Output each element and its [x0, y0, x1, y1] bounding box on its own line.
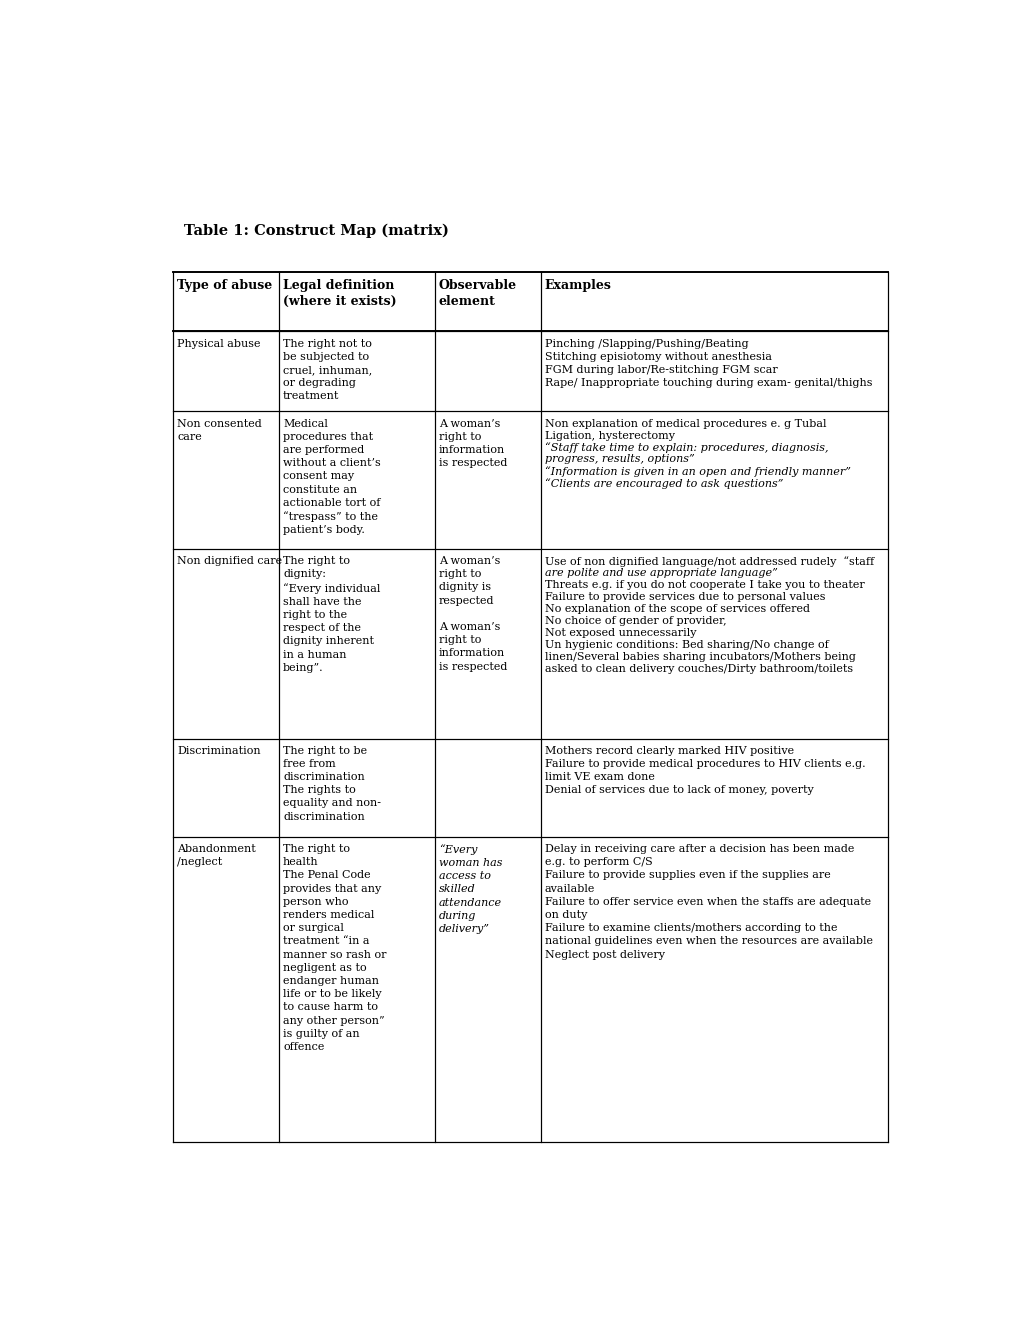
Text: Use of non dignified language/not addressed rudely  “staff: Use of non dignified language/not addres… [544, 556, 873, 566]
Text: Un hygienic conditions: Bed sharing/No change of: Un hygienic conditions: Bed sharing/No c… [544, 640, 827, 649]
Text: Non consented
care: Non consented care [177, 418, 262, 442]
Text: Pinching /Slapping/Pushing/Beating
Stitching episiotomy without anesthesia
FGM d: Pinching /Slapping/Pushing/Beating Stitc… [544, 338, 871, 388]
Text: Legal definition
(where it exists): Legal definition (where it exists) [283, 280, 396, 309]
Text: Threats e.g. if you do not cooperate I take you to theater: Threats e.g. if you do not cooperate I t… [544, 579, 863, 590]
Text: Use of non dignified language/not addressed rudely  “staff: Use of non dignified language/not addres… [544, 556, 873, 566]
Text: “Staff take time to explain: procedures, diagnosis,: “Staff take time to explain: procedures,… [544, 442, 827, 453]
Text: Mothers record clearly marked HIV positive
Failure to provide medical procedures: Mothers record clearly marked HIV positi… [544, 746, 864, 795]
Bar [541, 550, 887, 738]
Text: The right to
dignity:
“Every individual
shall have the
right to the
respect of t: The right to dignity: “Every individual … [283, 556, 380, 673]
Text: linen/Several babies sharing incubators/Mothers being: linen/Several babies sharing incubators/… [544, 652, 855, 661]
Text: Un hygienic conditions: Bed sharing/No change of: Un hygienic conditions: Bed sharing/No c… [544, 640, 827, 649]
Text: No explanation of the scope of services offered: No explanation of the scope of services … [544, 605, 809, 614]
Text: Delay in receiving care after a decision has been made
e.g. to perform C/S
Failu: Delay in receiving care after a decision… [544, 843, 872, 960]
Text: are polite and use appropriate language”: are polite and use appropriate language” [544, 568, 776, 578]
Text: Failure to provide services due to personal values: Failure to provide services due to perso… [544, 591, 824, 602]
Text: Abandonment
/neglect: Abandonment /neglect [177, 843, 256, 867]
Text: The right not to
be subjected to
cruel, inhuman,
or degrading
treatment: The right not to be subjected to cruel, … [283, 338, 372, 401]
Text: “Information is given in an open and friendly manner”: “Information is given in an open and fri… [544, 466, 850, 478]
Text: Threats e.g. if you do not cooperate I take you to theater: Threats e.g. if you do not cooperate I t… [544, 579, 863, 590]
Text: A woman’s
right to
information
is respected: A woman’s right to information is respec… [438, 418, 506, 469]
Text: A woman’s
right to
dignity is
respected

A woman’s
right to
information
is respe: A woman’s right to dignity is respected … [438, 556, 506, 672]
Text: No explanation of the scope of services offered: No explanation of the scope of services … [544, 605, 809, 614]
Text: Non dignified care: Non dignified care [177, 556, 282, 566]
Text: Not exposed unnecessarily: Not exposed unnecessarily [544, 628, 695, 638]
Text: Non explanation of medical procedures e. g Tubal: Non explanation of medical procedures e.… [544, 418, 825, 429]
Text: progress, results, options”: progress, results, options” [544, 454, 694, 465]
Text: Table 1: Construct Map (matrix): Table 1: Construct Map (matrix) [184, 223, 448, 238]
Text: Observable
element: Observable element [438, 280, 517, 309]
Text: Examples: Examples [544, 280, 610, 292]
Text: Type of abuse: Type of abuse [177, 280, 272, 292]
Text: asked to clean delivery couches/Dirty bathroom/toilets: asked to clean delivery couches/Dirty ba… [544, 664, 852, 673]
Text: asked to clean delivery couches/Dirty bathroom/toilets: asked to clean delivery couches/Dirty ba… [544, 664, 852, 673]
Text: The right to
health
The Penal Code
provides that any
person who
renders medical
: The right to health The Penal Code provi… [283, 843, 386, 1052]
Text: are polite and use appropriate language”: are polite and use appropriate language” [544, 568, 776, 578]
Text: Discrimination: Discrimination [177, 746, 261, 755]
Text: Failure to provide services due to personal values: Failure to provide services due to perso… [544, 591, 824, 602]
Text: “Every
woman has
access to
skilled
attendance
during
delivery”: “Every woman has access to skilled atten… [438, 843, 501, 935]
Text: Physical abuse: Physical abuse [177, 338, 261, 348]
Text: Ligation, hysterectomy: Ligation, hysterectomy [544, 430, 674, 441]
Text: The right to be
free from
discrimination
The rights to
equality and non-
discrim: The right to be free from discrimination… [283, 746, 381, 821]
Text: “Clients are encouraged to ask questions”: “Clients are encouraged to ask questions… [544, 478, 783, 490]
Text: Medical
procedures that
are performed
without a client’s
consent may
constitute : Medical procedures that are performed wi… [283, 418, 380, 535]
Text: No choice of gender of provider,: No choice of gender of provider, [544, 616, 726, 626]
Text: Not exposed unnecessarily: Not exposed unnecessarily [544, 628, 695, 638]
Text: linen/Several babies sharing incubators/Mothers being: linen/Several babies sharing incubators/… [544, 652, 855, 661]
Text: No choice of gender of provider,: No choice of gender of provider, [544, 616, 726, 626]
